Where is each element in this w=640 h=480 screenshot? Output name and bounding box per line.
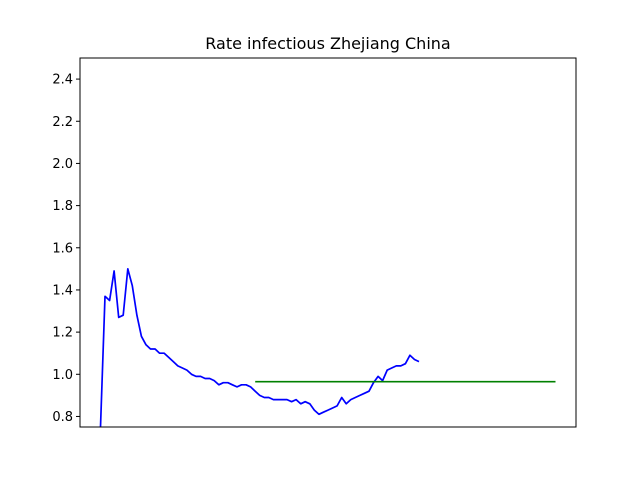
y-tick-label: 0.8	[52, 410, 73, 425]
plot-frame	[79, 57, 577, 428]
y-axis: 0.8 1.0 1.2 1.4 1.6 1.8 2.0 2.2 2.4	[52, 73, 80, 425]
y-tick-label: 2.0	[52, 157, 73, 172]
y-tick-label: 1.6	[52, 241, 73, 256]
y-tick-label: 1.8	[52, 199, 73, 214]
y-tick-label: 1.0	[52, 368, 73, 383]
series-line-1	[99, 268, 420, 428]
y-tick-label: 2.4	[52, 73, 73, 88]
chart-title: Rate infectious Zhejiang China	[205, 34, 450, 53]
y-tick-label: 1.2	[52, 326, 73, 341]
y-tick-label: 2.2	[52, 115, 73, 130]
plot-area	[99, 268, 556, 428]
y-tick-label: 1.4	[52, 283, 73, 298]
